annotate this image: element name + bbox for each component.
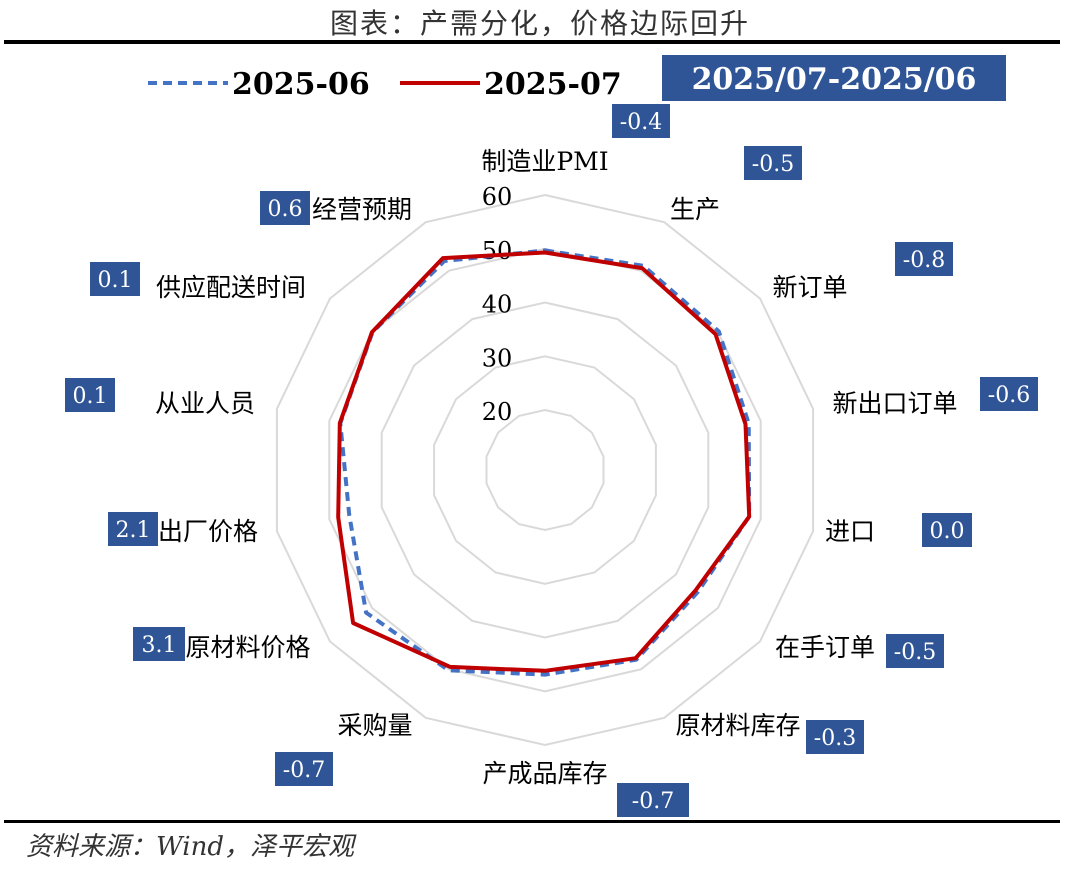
diff-value: 2.1 [116,518,151,543]
diff-value: 0.0 [930,519,965,544]
category-label: 原材料库存 [675,711,800,740]
bottom-rule [4,820,1060,823]
category-label: 出厂价格 [158,517,258,546]
category-label: 制造业PMI [481,147,608,176]
diff-box [133,627,185,661]
chart-title: 图表：产需分化，价格边际回升 [329,7,750,40]
diff-value: -0.4 [620,110,662,135]
diff-box [275,752,333,786]
diff-box [744,146,802,180]
series-line-2025-07 [336,250,752,673]
diff-box [895,242,953,276]
radial-tick-label: 40 [482,291,513,319]
diff-value: -0.6 [988,383,1030,408]
grid-ring-40 [380,301,710,639]
diff-box [90,262,140,296]
source-note: 资料来源：Wind，泽平宏观 [26,832,354,862]
diff-box [922,513,972,547]
category-label: 产成品库存 [482,759,607,788]
diff-value: 0.1 [73,384,108,409]
category-label: 供应配送时间 [156,273,306,302]
diff-box [612,104,670,138]
diff-value: -0.8 [903,248,945,273]
grid-ring-20 [485,408,605,532]
diff-box [617,783,689,817]
diff-box [806,720,864,754]
diff-value: -0.7 [283,758,325,783]
radial-tick-label: 30 [482,344,513,372]
diff-box [65,378,115,412]
grid-ring-60 [275,193,815,747]
diff-box [980,377,1038,411]
category-label: 新出口订单 [832,389,957,418]
grid-ring-30 [433,355,657,585]
top-rule [4,40,1060,44]
diff-value: 3.1 [142,633,177,658]
diff-header-label: 2025/07-2025/06 [692,62,977,97]
grid-ring-50 [328,247,762,693]
diff-value: 0.1 [98,268,133,293]
diff-header-box [662,55,1006,101]
diff-box [108,512,158,546]
category-label: 原材料价格 [185,633,310,662]
category-label: 进口 [825,517,875,546]
category-label: 在手订单 [775,633,875,662]
category-label: 经营预期 [312,195,412,224]
radial-tick-label: 60 [482,183,513,211]
radial-tick-label: 50 [482,237,513,265]
diff-box [260,191,310,225]
category-label: 生产 [670,195,720,224]
diff-box [886,634,944,668]
diff-value: -0.3 [814,726,856,751]
category-label: 采购量 [337,711,412,740]
category-label: 新订单 [772,273,847,302]
radial-tick-label: 20 [482,398,513,426]
series-line-2025-06 [338,248,752,677]
legend-label-2025-06: 2025-06 [232,67,370,102]
category-label: 从业人员 [155,389,255,418]
diff-value: -0.5 [894,640,936,665]
diff-value: -0.7 [632,789,674,814]
legend-label-2025-07: 2025-07 [484,67,622,102]
diff-value: 0.6 [268,197,303,222]
diff-value: -0.5 [752,152,794,177]
